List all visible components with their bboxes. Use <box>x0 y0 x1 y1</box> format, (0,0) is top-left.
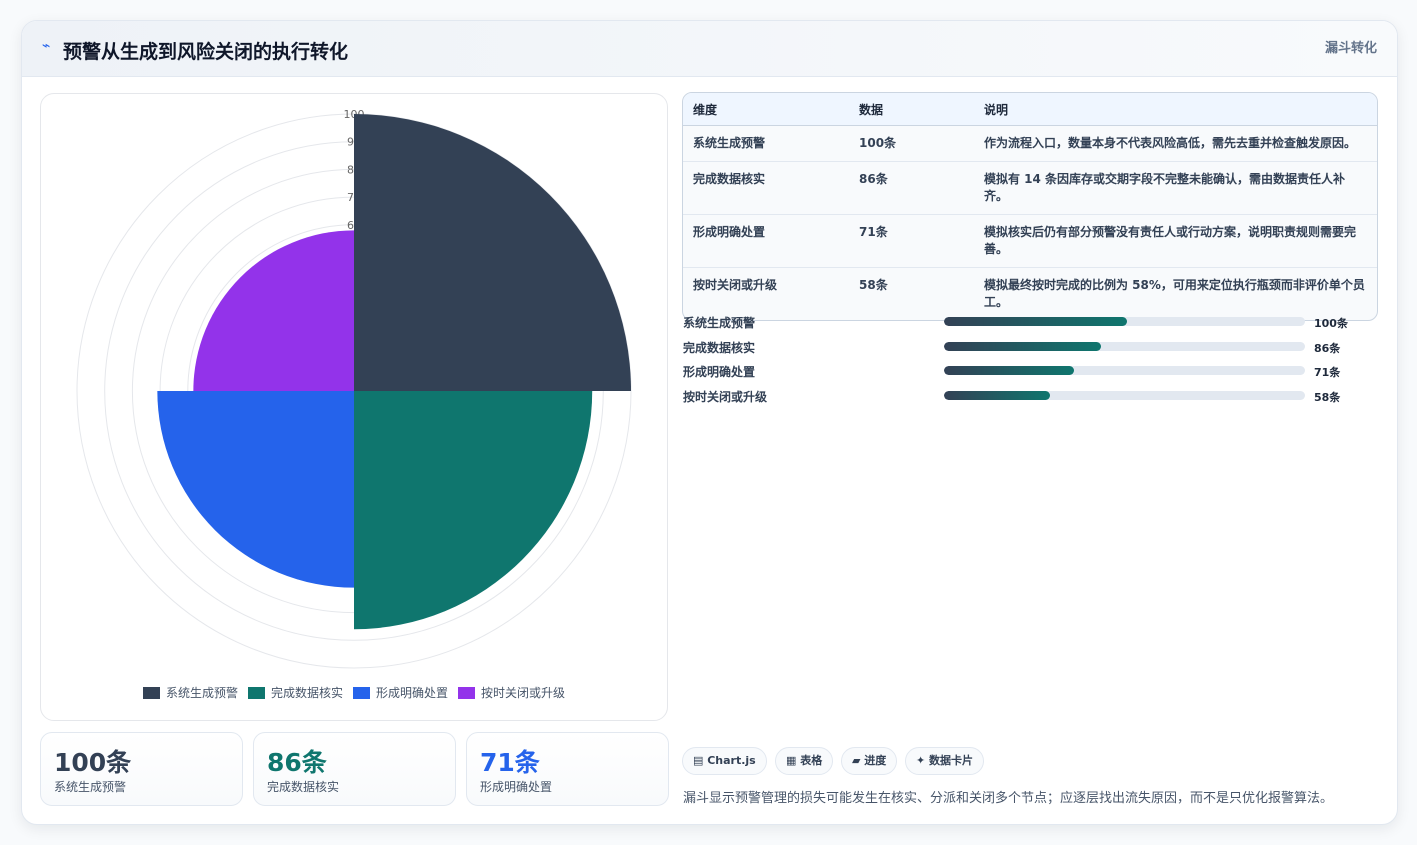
chip: ▰ 进度 <box>841 747 898 775</box>
legend-item: 按时关闭或升级 <box>458 684 565 701</box>
table-row: 系统生成预警 100条 作为流程入口，数量本身不代表风险高低，需先去重并检查触发原因… <box>683 125 1377 162</box>
legend-item: 系统生成预警 <box>142 684 238 701</box>
polar-segment <box>354 114 631 391</box>
progress-value: 100条 <box>1314 317 1348 330</box>
stat-label: 完成数据核实 <box>267 780 340 794</box>
progress-track <box>944 391 1305 401</box>
table-cell: 系统生成预警 <box>683 125 849 162</box>
legend-label: 形成明确处置 <box>376 686 449 700</box>
progress-track <box>944 366 1305 376</box>
progress-fill <box>944 317 1127 326</box>
stat-value: 86条 <box>267 748 327 777</box>
stat-value: 71条 <box>480 748 540 777</box>
stat-label: 系统生成预警 <box>54 780 127 794</box>
table-cell: 71条 <box>849 214 974 268</box>
legend-label: 完成数据核实 <box>270 686 343 700</box>
table-cell: 100条 <box>849 125 974 162</box>
stat-value: 100条 <box>54 748 132 777</box>
chip: ✦ 数据卡片 <box>905 747 985 775</box>
legend-label: 系统生成预警 <box>165 686 238 700</box>
polar-segment <box>354 391 593 630</box>
progress-value: 86条 <box>1314 341 1341 355</box>
progress-label: 按时关闭或升级 <box>683 390 768 405</box>
chip: ▦ 表格 <box>775 747 834 775</box>
table-row: 完成数据核实 86条 模拟有 14 条因库存或交期字段不完整未能确认，需由数据责任人… <box>683 161 1377 215</box>
table-cell: 作为流程入口，数量本身不代表风险高低，需先去重并检查触发原因。 <box>974 125 1377 162</box>
progress-fill <box>944 391 1051 401</box>
legend: 系统生成预警 完成数据核实 形成明确处置 按时关闭或升级 <box>41 684 667 701</box>
legend-swatch <box>247 686 265 699</box>
header: ⌁ 预警从生成到风险关闭的执行转化 漏斗转化 <box>22 21 1397 77</box>
progress-fill <box>944 366 1074 376</box>
progress-fill <box>944 341 1102 351</box>
table-cell: 86条 <box>849 161 974 215</box>
table-cell: 形成明确处置 <box>683 214 849 268</box>
table-cell: 按时关闭或升级 <box>693 278 778 292</box>
progress-label: 系统生成预警 <box>683 316 756 330</box>
progress-label: 完成数据核实 <box>683 340 756 355</box>
tag: 漏斗转化 <box>1324 41 1377 56</box>
table-cell: 模拟最终按时完成的比例为 58%，可用来定位执行瓶颈而非评价单个员工。 <box>984 278 1365 309</box>
legend-item: 形成明确处置 <box>353 684 448 701</box>
legend-label: 按时关闭或升级 <box>481 686 566 700</box>
polar-segment <box>193 230 354 391</box>
column-header: 说明 <box>974 93 1377 126</box>
polar-segment <box>157 391 354 588</box>
header-icon: ⌁ <box>42 38 51 54</box>
chart: 60708090100 <box>76 108 632 669</box>
table: 维度 数据 说明 系统生成预警 100条 作为流程入口，数量本身不代表风险高低，需先去重并… <box>682 92 1378 321</box>
column-header: 数据 <box>849 93 974 126</box>
stat-card: 100条系统生成预警 <box>40 732 243 806</box>
table-cell: 模拟有 14 条因库存或交期字段不完整未能确认，需由数据责任人补齐。 <box>974 161 1377 215</box>
progress-label: 形成明确处置 <box>683 365 756 380</box>
title: 预警从生成到风险关闭的执行转化 <box>63 41 349 63</box>
progress-value: 58条 <box>1314 391 1341 405</box>
legend-swatch <box>353 686 370 699</box>
table-cell: 完成数据核实 <box>683 161 849 215</box>
note: 漏斗显示预警管理的损失可能发生在核实、分派和关闭多个节点；应逐层找出流失原因，而… <box>683 791 1334 806</box>
stat-card: 71条形成明确处置 <box>466 732 669 806</box>
legend-item: 完成数据核实 <box>247 684 343 701</box>
progress-track <box>944 341 1305 351</box>
progress-value: 71条 <box>1314 366 1341 380</box>
legend-swatch <box>142 686 160 699</box>
table-cell: 模拟核实后仍有部分预警没有责任人或行动方案，说明职责规则需要完善。 <box>974 214 1377 268</box>
table-cell: 58条 <box>859 278 888 292</box>
chip: ▤ Chart.js <box>682 747 767 775</box>
table-row: 形成明确处置 71条 模拟核实后仍有部分预警没有责任人或行动方案，说明职责规则需要完… <box>683 214 1377 268</box>
stat-label: 形成明确处置 <box>480 780 553 794</box>
stat-card: 86条完成数据核实 <box>253 732 456 806</box>
table-row: 按时关闭或升级 58条 模拟最终按时完成的比例为 58%，可用来定位执行瓶颈而非评价… <box>683 268 1377 321</box>
column-header: 维度 <box>683 93 849 126</box>
chart-panel: 60708090100 系统生成预警 完成数据核实 形成明确处置 按时关闭或升级 <box>40 93 668 721</box>
legend-swatch <box>458 686 476 699</box>
progress-track <box>944 317 1305 326</box>
